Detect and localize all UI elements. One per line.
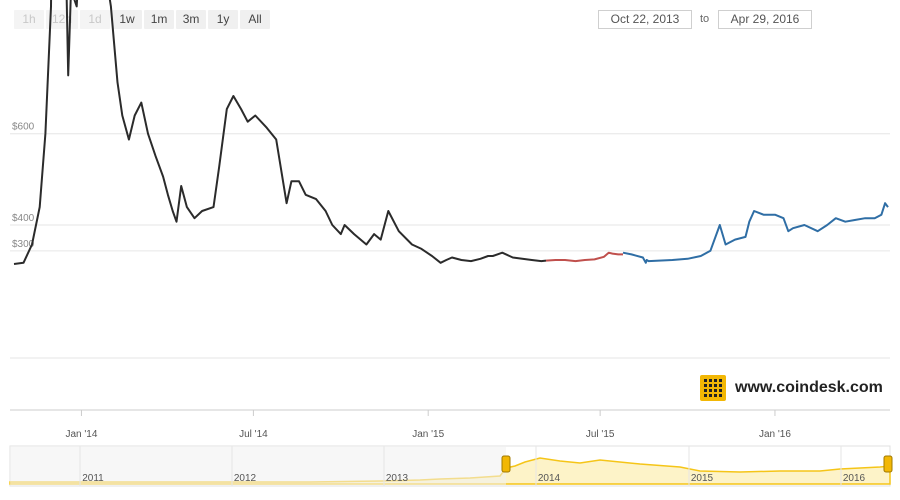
range-selector: 1h 12h 1d 1w 1m 3m 1y All <box>14 10 271 29</box>
x-tick-label: Jan '15 <box>412 429 444 440</box>
navigator-year-label: 2011 <box>82 473 104 484</box>
price-series <box>13 0 889 265</box>
navigator-year-label: 2014 <box>538 473 561 484</box>
x-tick-label: Jan '16 <box>759 429 791 440</box>
range-button-all[interactable]: All <box>240 10 271 29</box>
range-button-1d[interactable]: 1d <box>80 10 111 29</box>
x-tick-label: Jul '14 <box>239 429 268 440</box>
coindesk-logo-icon <box>700 375 726 401</box>
x-axis-ticks: Jan '14 Jul '14 Jan '15 Jul '15 Jan '16 <box>65 410 791 440</box>
series-line-1 <box>545 251 623 263</box>
range-button-1m[interactable]: 1m <box>144 10 175 29</box>
series-line-0 <box>13 0 547 265</box>
series-line-2 <box>622 202 889 264</box>
brand-text: www.coindesk.com <box>735 379 883 396</box>
y-tick-label: $400 <box>12 213 35 224</box>
navigator-year-label: 2015 <box>691 473 714 484</box>
navigator-year-label: 2013 <box>386 473 409 484</box>
navigator-mask <box>10 446 506 486</box>
y-grid <box>10 133 890 359</box>
navigator-year-label: 2012 <box>234 473 257 484</box>
x-tick-label: Jan '14 <box>65 429 97 440</box>
x-tick-label: Jul '15 <box>586 429 615 440</box>
y-axis-ticks: $300$400$600$800$1000 <box>12 122 35 250</box>
range-button-1w[interactable]: 1w <box>112 10 143 29</box>
date-range-separator: to <box>700 13 710 25</box>
navigator: 2011 2012 2013 2014 2015 2016 <box>9 445 893 487</box>
y-tick-label: $600 <box>12 122 35 133</box>
y-tick-label: $300 <box>12 239 35 250</box>
date-from-input[interactable]: Oct 22, 2013 <box>598 10 692 29</box>
navigator-right-handle[interactable] <box>883 455 893 473</box>
navigator-left-handle[interactable] <box>501 455 511 473</box>
range-button-1h[interactable]: 1h <box>14 10 44 29</box>
date-to-input[interactable]: Apr 29, 2016 <box>718 10 812 29</box>
range-button-1y[interactable]: 1y <box>208 10 239 29</box>
navigator-year-label: 2016 <box>843 473 866 484</box>
range-button-3m[interactable]: 3m <box>176 10 207 29</box>
brand-watermark: www.coindesk.com <box>700 375 883 401</box>
